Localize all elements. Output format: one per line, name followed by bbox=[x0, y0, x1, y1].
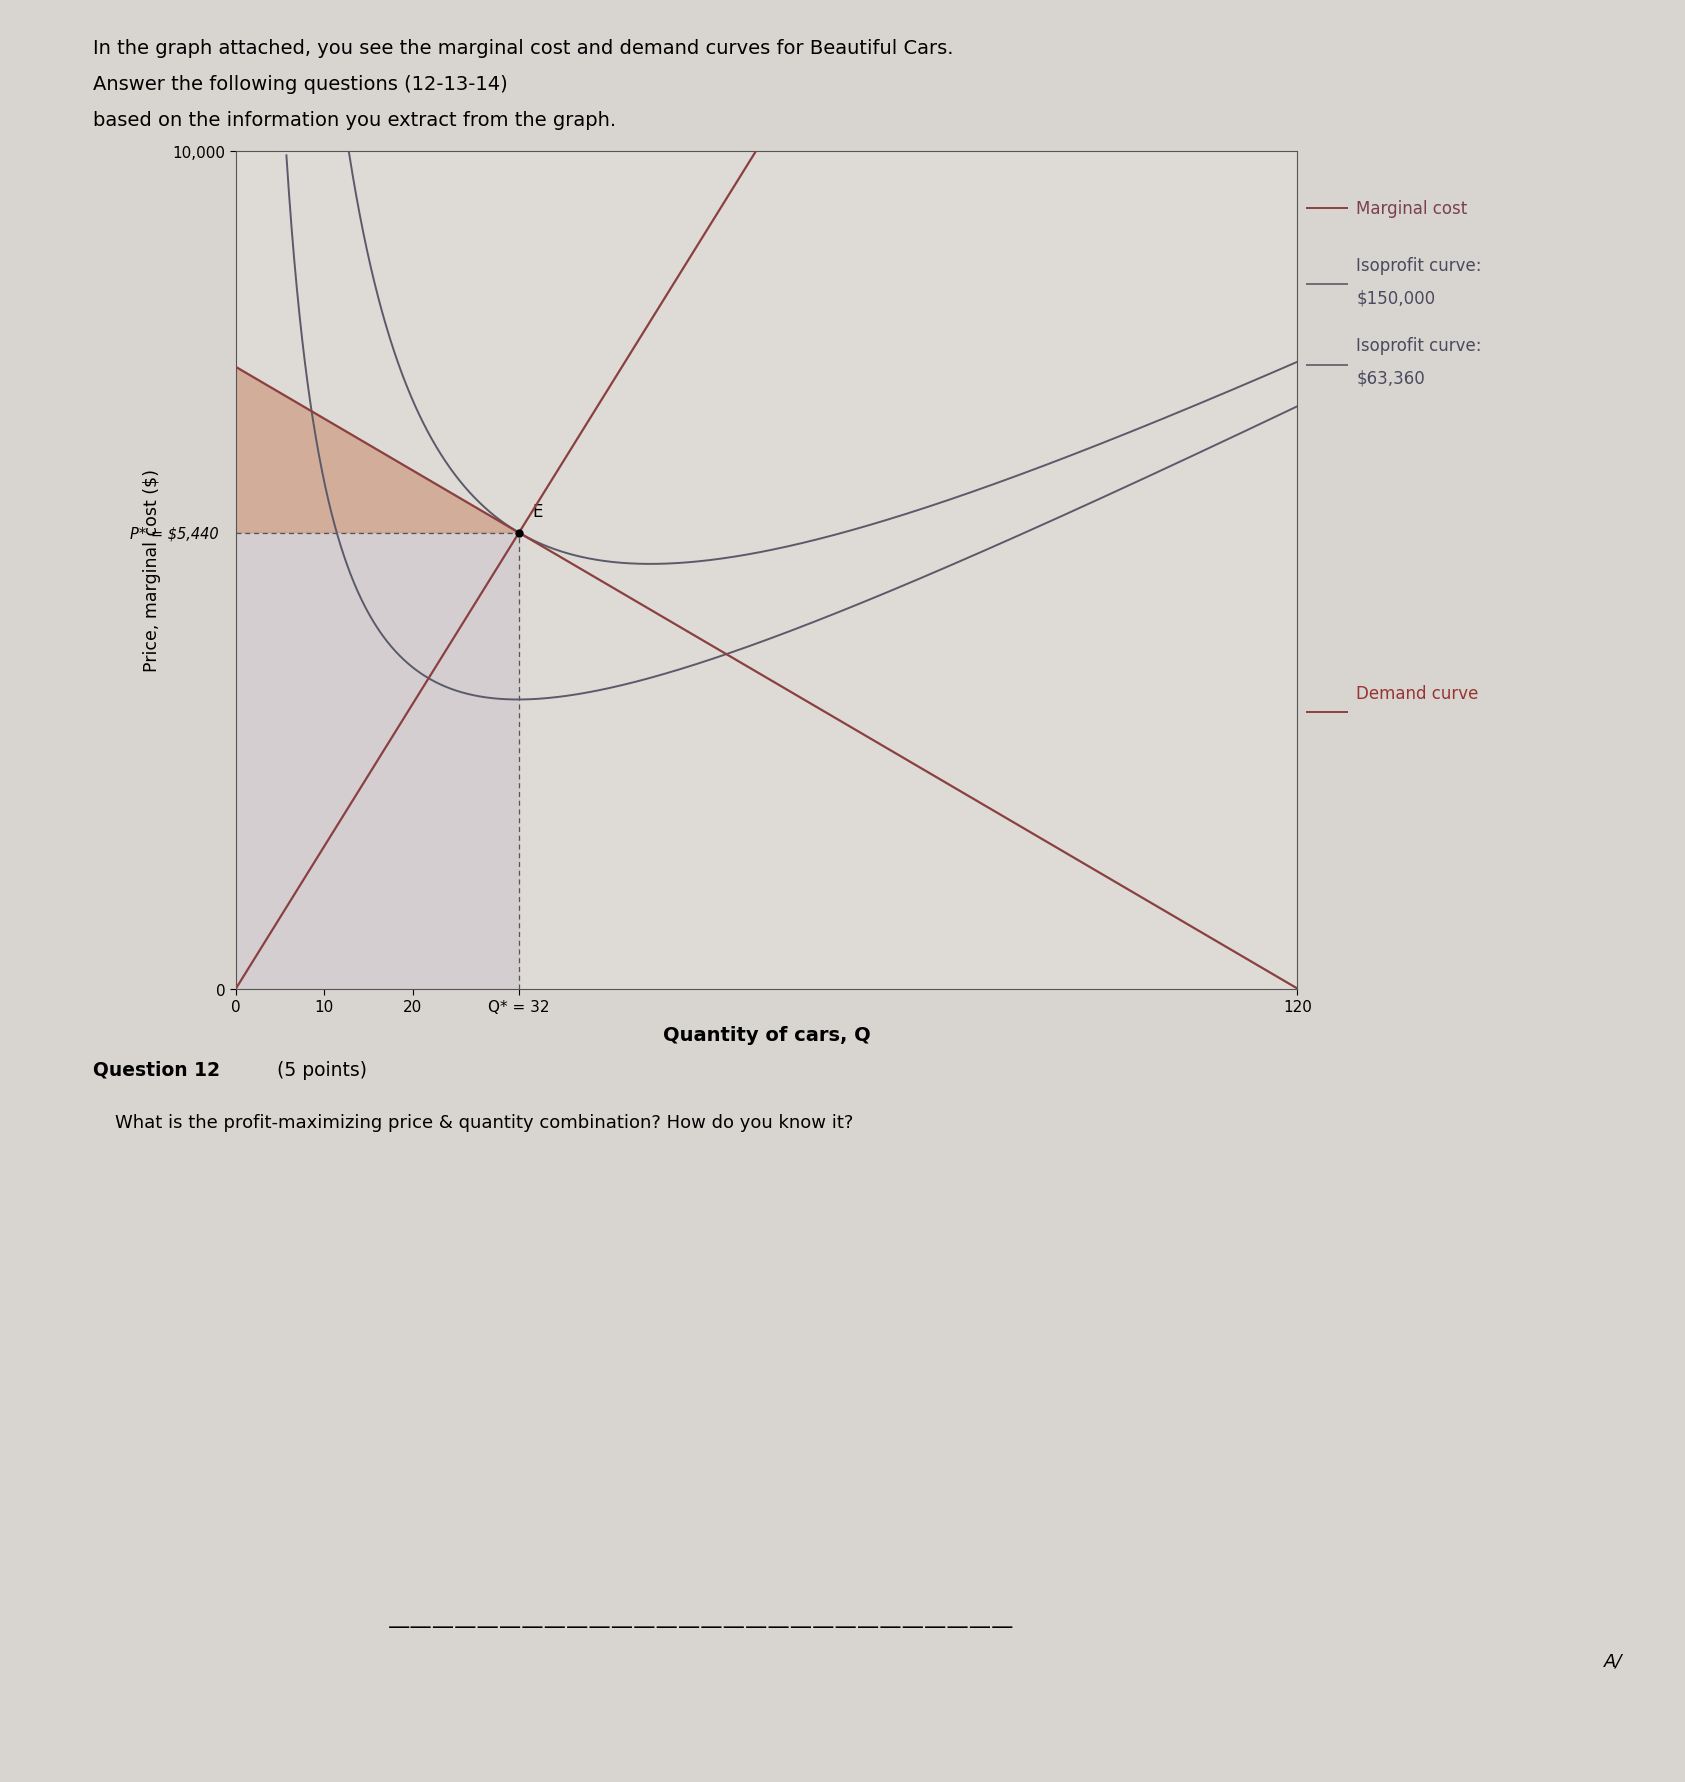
Text: Question 12: Question 12 bbox=[93, 1060, 219, 1080]
Text: Answer the following questions (12-13-14): Answer the following questions (12-13-14… bbox=[93, 75, 507, 94]
Text: based on the information you extract from the graph.: based on the information you extract fro… bbox=[93, 110, 615, 130]
Text: P* = $5,440: P* = $5,440 bbox=[130, 526, 219, 542]
Polygon shape bbox=[236, 533, 519, 989]
Text: Isoprofit curve:: Isoprofit curve: bbox=[1356, 257, 1481, 274]
Text: In the graph attached, you see the marginal cost and demand curves for Beautiful: In the graph attached, you see the margi… bbox=[93, 39, 954, 59]
Text: $63,360: $63,360 bbox=[1356, 369, 1426, 387]
Text: (5 points): (5 points) bbox=[271, 1060, 367, 1080]
Text: Marginal cost: Marginal cost bbox=[1356, 200, 1468, 217]
Text: Demand curve: Demand curve bbox=[1356, 684, 1479, 702]
Y-axis label: Price, marginal cost ($): Price, marginal cost ($) bbox=[143, 469, 162, 672]
Text: E: E bbox=[532, 503, 543, 520]
X-axis label: Quantity of cars, Q: Quantity of cars, Q bbox=[662, 1025, 871, 1044]
Text: What is the profit-maximizing price & quantity combination? How do you know it?: What is the profit-maximizing price & qu… bbox=[115, 1114, 853, 1132]
Text: $150,000: $150,000 bbox=[1356, 289, 1436, 307]
Text: ————————————————————————————: ———————————————————————————— bbox=[388, 1616, 1014, 1636]
Text: A/: A/ bbox=[1604, 1652, 1623, 1670]
Text: Isoprofit curve:: Isoprofit curve: bbox=[1356, 337, 1481, 355]
Polygon shape bbox=[236, 367, 519, 533]
